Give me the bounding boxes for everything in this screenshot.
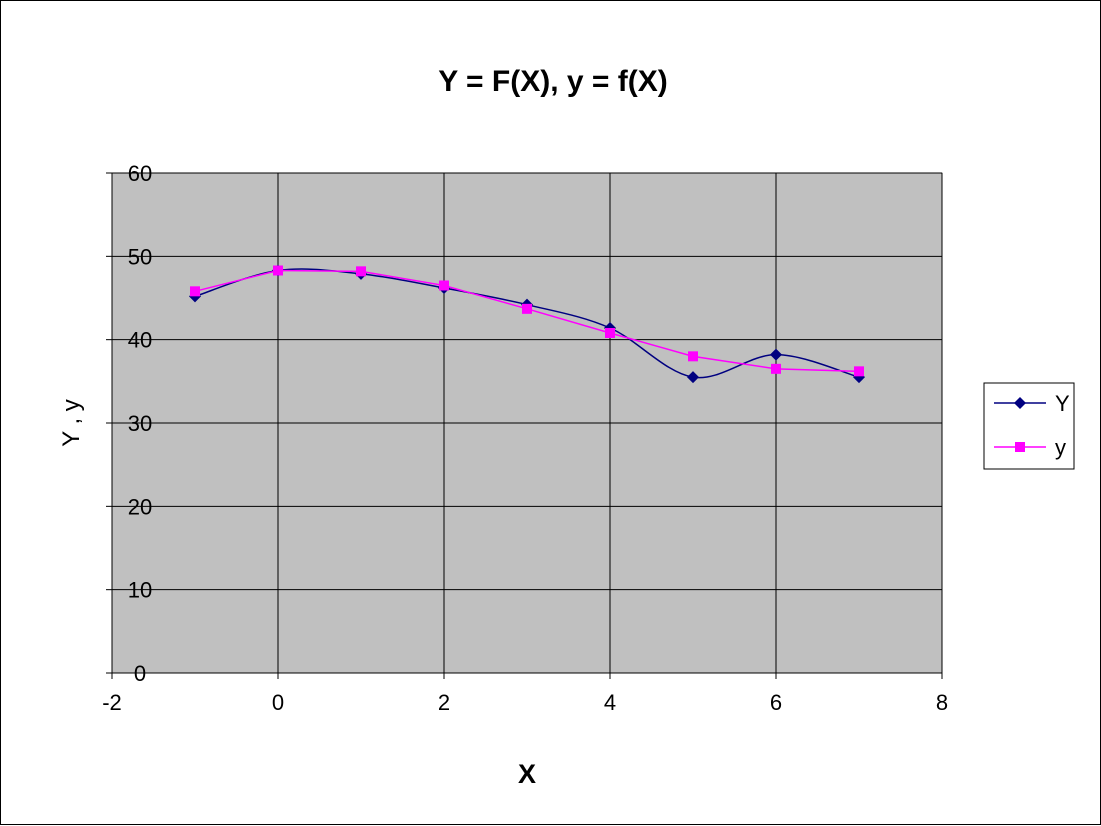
x-axis-title: X <box>518 759 536 789</box>
data-point-y-6 <box>688 351 698 362</box>
y-axis-title: Y , y <box>58 399 85 447</box>
x-tick-label-1: 0 <box>272 690 284 715</box>
data-point-y-3 <box>439 280 449 291</box>
x-tick-label-3: 4 <box>604 690 616 715</box>
data-point-y-2 <box>356 266 366 277</box>
data-point-y-7 <box>771 363 781 374</box>
legend-marker-y <box>1015 442 1025 452</box>
chart-title: Y = F(X), y = f(X) <box>438 65 668 98</box>
legend-box <box>983 382 1075 470</box>
series-lines <box>189 264 865 384</box>
y-tick-label-4: 40 <box>128 328 152 353</box>
x-tick-label-5: 8 <box>936 690 948 715</box>
gridlines <box>112 172 943 673</box>
legend-item-y: y <box>994 435 1066 460</box>
legend-label-Y: Y <box>1055 391 1070 416</box>
legend-label-y: y <box>1055 435 1066 460</box>
legend-marker-Y <box>1014 397 1026 409</box>
series-y <box>190 265 864 377</box>
x-tick-label-4: 6 <box>770 690 782 715</box>
data-point-y-0 <box>190 286 200 297</box>
legend-item-Y: Y <box>994 391 1070 416</box>
data-point-y-8 <box>854 366 864 377</box>
y-tick-label-3: 30 <box>128 411 152 436</box>
y-tick-label-6: 60 <box>128 161 152 186</box>
legend: Yy <box>983 382 1075 470</box>
data-point-Y-7 <box>770 348 782 361</box>
y-tick-label-0: 0 <box>134 661 146 686</box>
axes <box>106 172 943 679</box>
y-tick-label-2: 20 <box>128 494 152 519</box>
x-tick-label-2: 2 <box>438 690 450 715</box>
data-point-y-5 <box>605 328 615 338</box>
data-point-Y-6 <box>687 371 699 384</box>
data-point-y-1 <box>273 265 283 276</box>
data-point-y-4 <box>522 303 532 314</box>
x-tick-label-0: -2 <box>102 690 122 715</box>
tick-labels: -2 0 2 4 6 8 0 10 20 30 40 50 60 <box>102 161 948 715</box>
y-tick-label-5: 50 <box>128 244 152 269</box>
y-tick-label-1: 10 <box>128 578 152 603</box>
